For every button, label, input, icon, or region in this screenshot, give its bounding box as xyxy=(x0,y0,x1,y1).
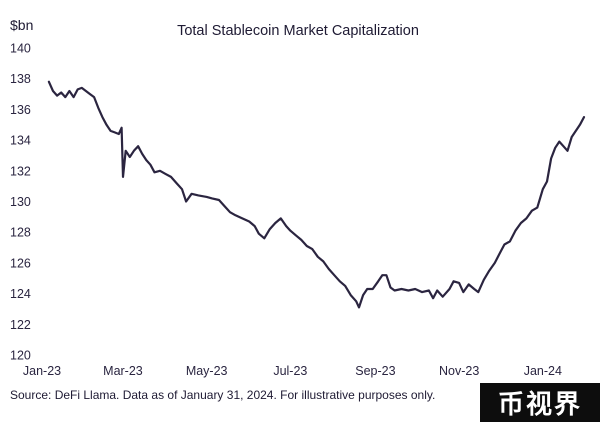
y-tick-label: 140 xyxy=(10,42,31,56)
y-axis-ticks: 120 122 124 126 128 130 132 134 136 138 140 xyxy=(10,42,31,363)
y-tick-label: 130 xyxy=(10,195,31,209)
y-tick-label: 126 xyxy=(10,256,31,270)
x-tick-label: Jan-24 xyxy=(524,364,562,378)
y-unit-label: $bn xyxy=(10,17,33,33)
y-tick-label: 122 xyxy=(10,318,31,332)
x-tick-label: Sep-23 xyxy=(355,364,395,378)
x-tick-label: May-23 xyxy=(186,364,228,378)
y-tick-label: 124 xyxy=(10,287,31,301)
chart-title: Total Stablecoin Market Capitalization xyxy=(177,23,419,39)
x-tick-label: Jan-23 xyxy=(23,364,61,378)
x-tick-label: Mar-23 xyxy=(103,364,143,378)
x-tick-label: Jul-23 xyxy=(273,364,307,378)
source-note: Source: DeFi Llama. Data as of January 3… xyxy=(10,388,436,402)
series-line xyxy=(47,80,586,309)
watermark-logo: 币视界 xyxy=(480,383,600,422)
y-tick-label: 120 xyxy=(10,349,31,363)
y-tick-label: 138 xyxy=(10,72,31,86)
x-axis-ticks: Jan-23 Mar-23 May-23 Jul-23 Sep-23 Nov-23 Jan-… xyxy=(23,364,562,378)
y-tick-label: 128 xyxy=(10,226,31,240)
y-tick-label: 132 xyxy=(10,164,31,178)
y-tick-label: 134 xyxy=(10,134,31,148)
x-tick-label: Nov-23 xyxy=(439,364,479,378)
y-tick-label: 136 xyxy=(10,103,31,117)
